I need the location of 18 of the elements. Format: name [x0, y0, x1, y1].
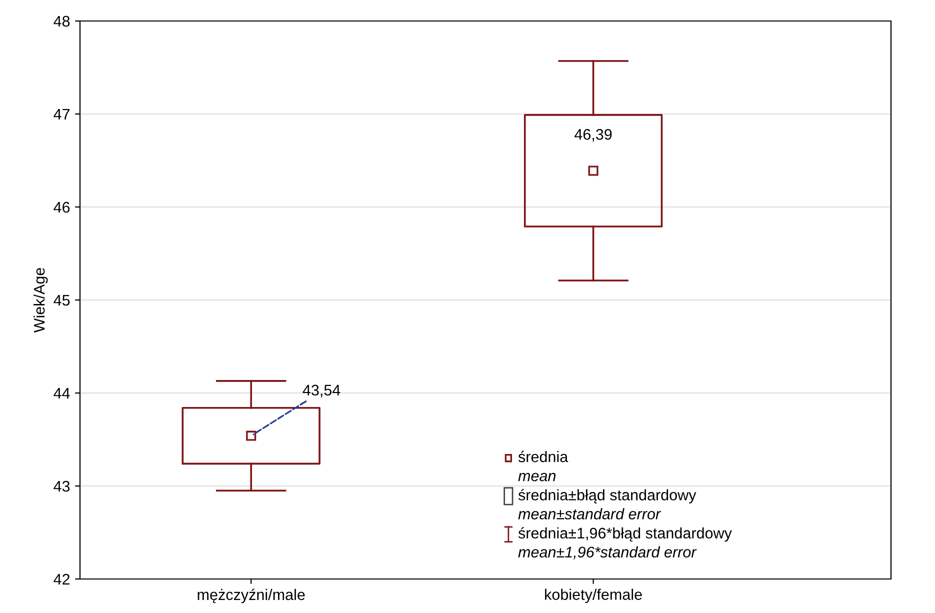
y-tick-label: 47: [54, 109, 70, 120]
x-tick-label: kobiety/female: [545, 588, 642, 603]
annotation: średnia±1,96*błąd standardowy: [518, 527, 732, 542]
y-tick-label: 45: [54, 295, 70, 306]
x-tick-label: mężczyźni/male: [198, 588, 305, 604]
annotation: 46,39: [574, 128, 612, 142]
y-tick-label: 48: [54, 16, 70, 27]
y-axis-title: Wiek/Age: [33, 268, 48, 333]
annotation: 43,54: [302, 384, 340, 398]
y-tick-label: 42: [54, 574, 70, 585]
y-tick-label: 46: [54, 202, 70, 213]
annotation: mean±standard error: [518, 508, 662, 520]
annotation: średnia: [518, 450, 568, 462]
y-tick-label: 44: [54, 388, 70, 399]
y-tick-label: 43: [54, 480, 70, 492]
annotation: średnia±błąd standardowy: [518, 489, 696, 504]
annotation: mean: [518, 472, 556, 482]
annotation: mean±1,96*standard error: [518, 546, 697, 560]
